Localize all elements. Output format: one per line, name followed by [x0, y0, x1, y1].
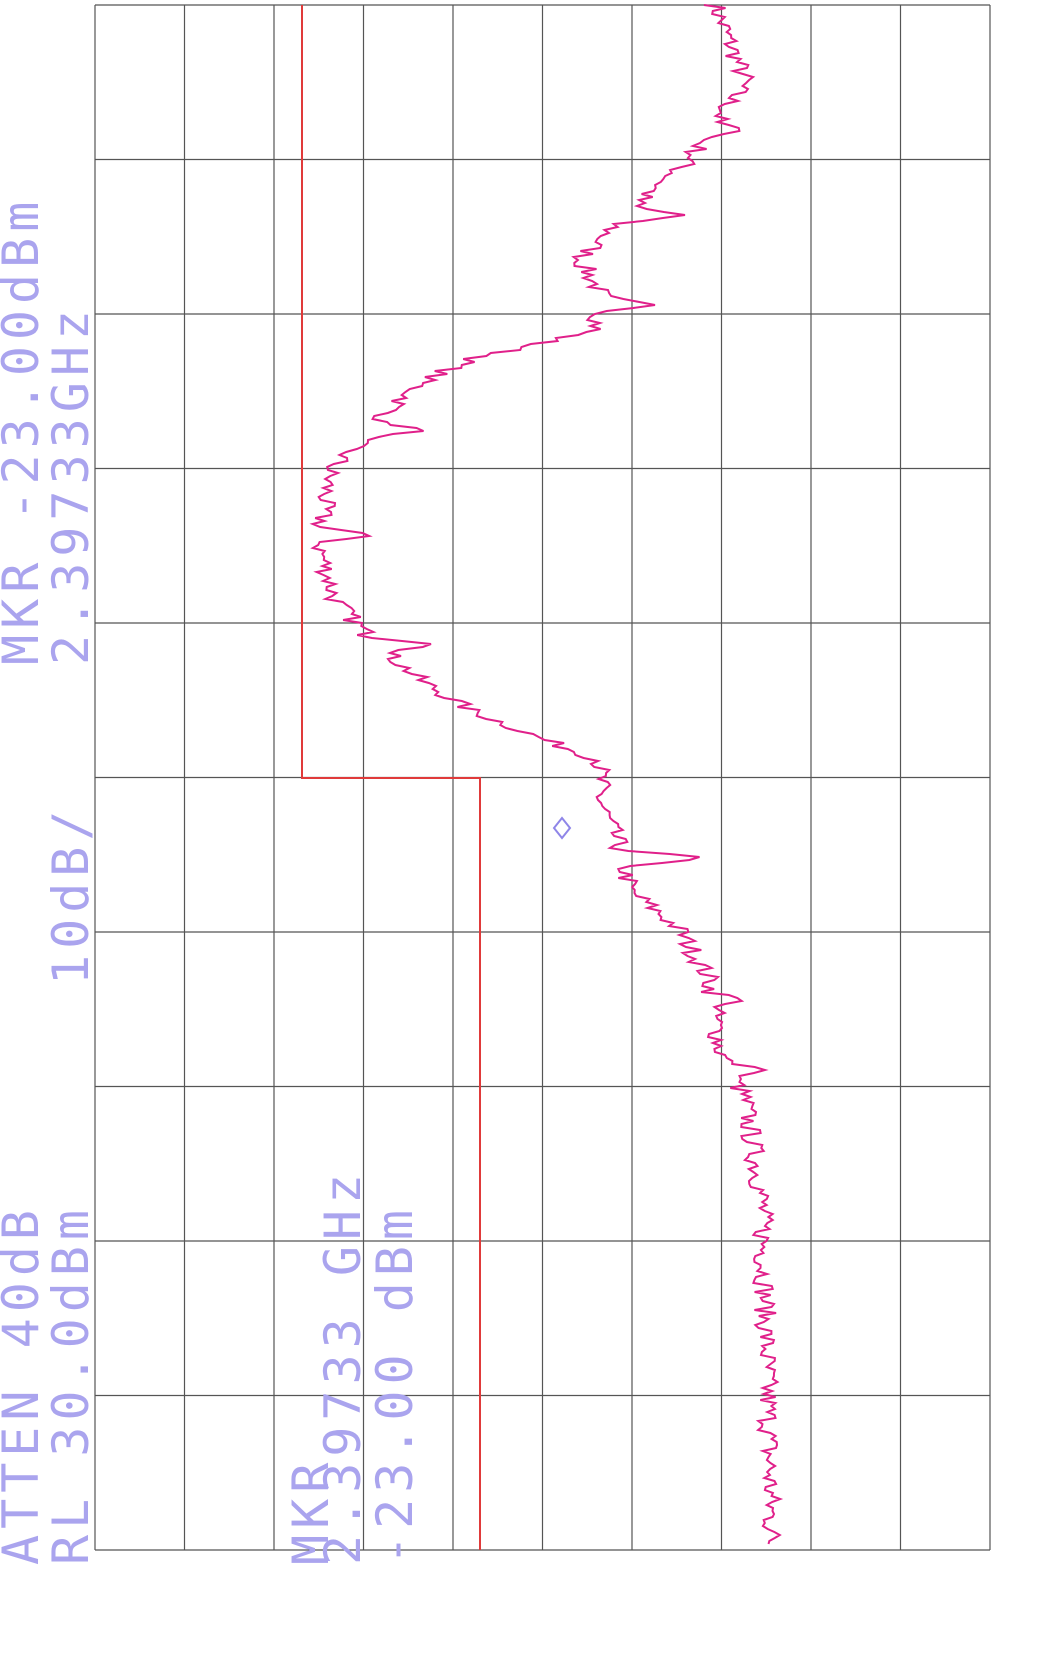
grid	[94, 4, 991, 1551]
marker-label: MKR -23.00dBm	[0, 196, 50, 665]
trace	[309, 4, 784, 1545]
scale-label: 10dB/	[42, 804, 100, 985]
marker-box-level: -23.00 dBm	[366, 1204, 424, 1565]
marker-diamond	[552, 816, 572, 840]
ref-level-label: RL 30.0dBm	[42, 1204, 100, 1565]
marker-box-freq: 2.39733 GHz	[314, 1168, 372, 1565]
marker-box-label: MKR	[282, 1457, 340, 1565]
marker-freq: 2.39733GHz	[42, 304, 100, 665]
limit-line	[301, 5, 481, 1550]
atten-label: ATTEN 40dB	[0, 1204, 50, 1565]
